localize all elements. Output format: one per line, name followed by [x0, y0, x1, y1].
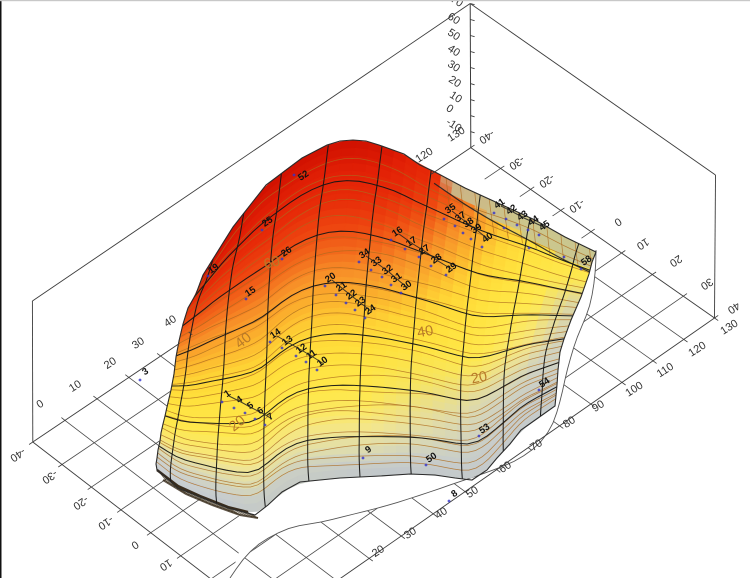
svg-text:40: 40: [416, 323, 435, 342]
svg-text:20: 20: [370, 543, 387, 560]
svg-text:8: 8: [449, 488, 460, 500]
svg-text:19: 19: [206, 261, 221, 276]
svg-text:0: 0: [35, 398, 47, 411]
svg-text:3: 3: [140, 366, 151, 378]
svg-text:40: 40: [433, 505, 450, 522]
svg-text:50: 50: [445, 27, 462, 44]
svg-text:6: 6: [255, 405, 266, 417]
svg-text:40: 40: [725, 299, 742, 316]
svg-text:30: 30: [698, 275, 715, 292]
svg-text:20: 20: [446, 74, 463, 91]
svg-text:40: 40: [480, 230, 495, 245]
svg-text:60: 60: [445, 11, 462, 28]
svg-text:1: 1: [222, 387, 233, 399]
svg-text:70: 70: [448, 0, 465, 10]
svg-text:70: 70: [528, 437, 545, 454]
svg-text:5: 5: [245, 399, 256, 411]
svg-text:50: 50: [464, 484, 481, 501]
svg-text:29: 29: [444, 260, 459, 275]
svg-text:0: 0: [612, 215, 624, 228]
svg-text:10: 10: [315, 354, 330, 369]
svg-text:50: 50: [424, 450, 439, 465]
svg-text:10: 10: [157, 556, 174, 573]
svg-text:90: 90: [590, 398, 607, 415]
svg-text:52: 52: [296, 168, 311, 183]
svg-text:20: 20: [226, 413, 249, 436]
svg-text:30: 30: [402, 525, 419, 542]
svg-text:20: 20: [667, 252, 684, 269]
svg-text:7: 7: [265, 411, 276, 423]
svg-text:40: 40: [162, 313, 179, 330]
svg-text:0: 0: [129, 538, 141, 551]
svg-text:43: 43: [515, 208, 530, 223]
svg-text:0: 0: [444, 102, 456, 115]
svg-text:10: 10: [447, 89, 464, 106]
svg-text:40: 40: [445, 43, 462, 60]
svg-text:60: 60: [262, 253, 282, 273]
svg-text:53: 53: [477, 421, 492, 436]
svg-text:9: 9: [363, 444, 374, 456]
svg-text:10: 10: [67, 378, 84, 395]
svg-text:30: 30: [130, 335, 147, 352]
svg-text:58: 58: [579, 253, 594, 268]
svg-text:20: 20: [470, 369, 489, 388]
svg-text:26: 26: [279, 244, 294, 259]
svg-text:40: 40: [232, 330, 255, 353]
svg-text:4: 4: [234, 393, 245, 405]
svg-text:60: 60: [497, 459, 514, 476]
svg-text:30: 30: [399, 278, 414, 293]
svg-text:10: 10: [634, 235, 651, 252]
svg-text:80: 80: [561, 414, 578, 431]
svg-text:20: 20: [102, 355, 119, 372]
svg-text:30: 30: [445, 58, 462, 75]
